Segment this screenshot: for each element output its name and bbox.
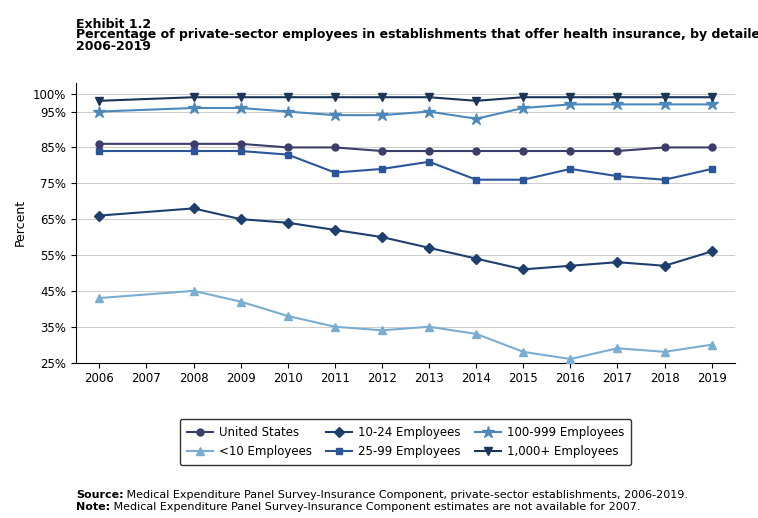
Text: Medical Expenditure Panel Survey-Insurance Component, private-sector establishme: Medical Expenditure Panel Survey-Insuran… [123,490,688,499]
Text: Exhibit 1.2: Exhibit 1.2 [76,18,151,31]
Text: Medical Expenditure Panel Survey-Insurance Component estimates are not available: Medical Expenditure Panel Survey-Insuran… [110,502,641,512]
Y-axis label: Percent: Percent [14,199,27,246]
Legend: United States, <10 Employees, 10-24 Employees, 25-99 Employees, 100-999 Employee: United States, <10 Employees, 10-24 Empl… [180,419,631,465]
Text: Note:: Note: [76,502,110,512]
Text: Source:: Source: [76,490,124,499]
Text: Percentage of private-sector employees in establishments that offer health insur: Percentage of private-sector employees i… [76,28,758,41]
Text: 2006-2019: 2006-2019 [76,40,151,53]
